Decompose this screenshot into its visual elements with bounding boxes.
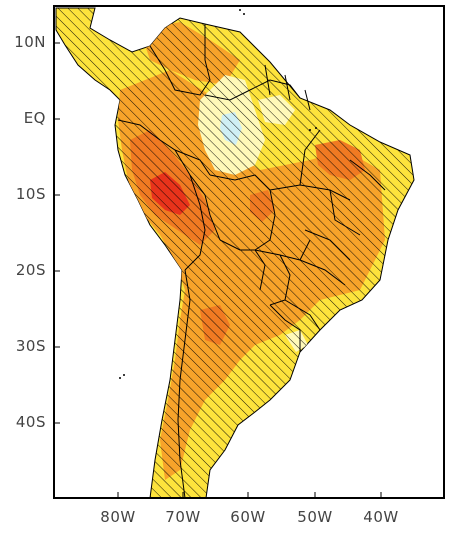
- island-dot: [309, 129, 311, 131]
- lon-label-50w: 50W: [297, 508, 333, 526]
- border-argentina-uruguay: [269, 304, 301, 352]
- lon-label-60w: 60W: [230, 508, 266, 526]
- island-dot: [243, 13, 245, 15]
- border-paraguay-brazil: [254, 249, 291, 306]
- border-brazil-uruguay: [284, 299, 321, 331]
- lon-label-40w: 40W: [363, 508, 399, 526]
- lon-label-70w: 70W: [165, 508, 201, 526]
- lat-label-10s: 10S: [15, 185, 46, 203]
- longitude-ticks: [117, 492, 382, 498]
- border-venezuela-brazil: [204, 79, 301, 101]
- island-dot: [315, 127, 317, 129]
- lat-label-10n: 10N: [14, 33, 46, 51]
- country-borders: [117, 24, 386, 499]
- lat-label-30s: 30S: [15, 337, 46, 355]
- island-dot: [119, 377, 121, 379]
- island-dot: [123, 374, 125, 376]
- island-dot: [239, 9, 241, 11]
- border-peru-bolivia: [184, 174, 206, 271]
- border-peru-brazil: [174, 149, 221, 241]
- border-argentina-chile: [177, 269, 191, 499]
- map-frame: [53, 5, 445, 499]
- lat-label-40s: 40S: [15, 413, 46, 431]
- border-colombia-venezuela: [149, 24, 211, 96]
- lat-label-eq: EQ: [23, 109, 46, 127]
- lat-label-20s: 20S: [15, 261, 46, 279]
- border-brazil-states: [269, 129, 386, 286]
- lon-label-80w: 80W: [100, 508, 136, 526]
- island-dots: [119, 9, 317, 379]
- border-colombia-peru: [117, 119, 211, 176]
- border-guianas: [264, 64, 311, 111]
- latitude-ticks: [54, 42, 60, 424]
